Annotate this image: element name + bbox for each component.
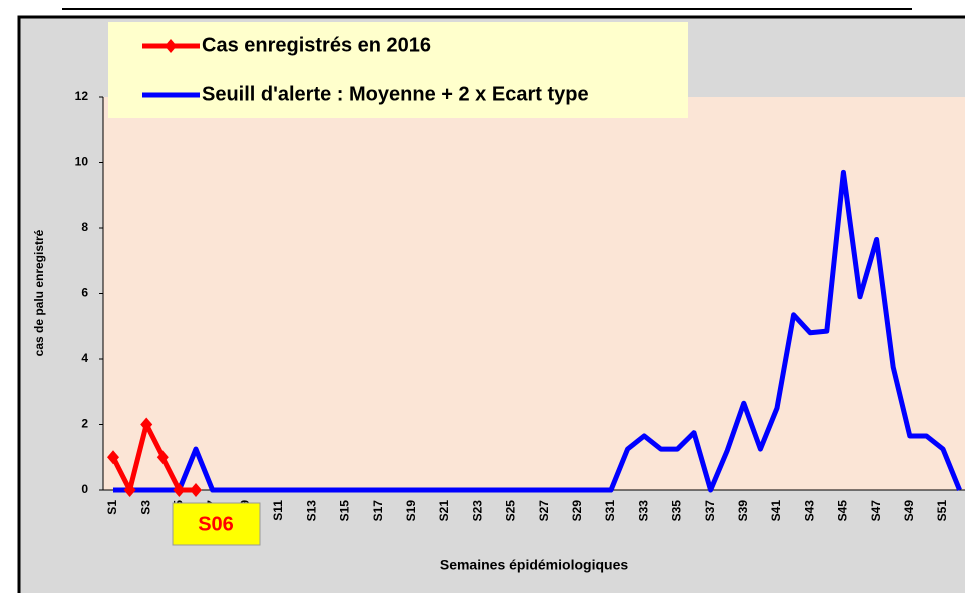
x-tick-label: S3: [138, 500, 152, 515]
x-tick-label: S31: [603, 500, 617, 522]
plot-area: [103, 97, 965, 490]
x-tick-label: S35: [670, 500, 684, 522]
x-tick-label: S51: [935, 500, 949, 522]
x-tick-label: S43: [802, 500, 816, 522]
legend-marker: [165, 39, 177, 53]
x-tick-label: S27: [537, 500, 551, 522]
marker: [107, 450, 119, 465]
marker: [156, 450, 169, 465]
x-tick-label: S25: [504, 500, 518, 522]
marker: [140, 417, 153, 432]
x-tick-label: S47: [869, 500, 883, 522]
legend-label: Seuill d'alerte : Moyenne + 2 x Ecart ty…: [202, 83, 589, 105]
x-tick-label: S19: [404, 500, 418, 522]
y-tick-label: 0: [81, 482, 88, 496]
x-tick-label: S37: [703, 500, 717, 522]
series-line: [113, 169, 962, 493]
annotation: S06: [198, 513, 234, 535]
y-tick-label: 4: [81, 351, 88, 365]
x-tick-label: S49: [902, 500, 916, 522]
x-tick-label: S39: [736, 500, 750, 522]
x-tick-label: S21: [437, 500, 451, 522]
x-tick-label: S13: [304, 500, 318, 522]
x-tick-label: S23: [470, 500, 484, 522]
legend-box: [108, 22, 688, 118]
legend-label: Cas enregistrés en 2016: [202, 34, 431, 56]
x-axis-title: Semaines épidémiologiques: [440, 557, 628, 573]
x-tick-label: S15: [338, 500, 352, 522]
y-tick-label: 2: [81, 417, 88, 431]
y-tick-label: 8: [81, 220, 88, 234]
x-tick-label: S41: [769, 500, 783, 522]
x-tick-label: S45: [836, 500, 850, 522]
x-tick-label: S1: [105, 500, 119, 515]
x-tick-label: S17: [371, 500, 385, 522]
x-tick-label: S11: [271, 500, 285, 521]
y-axis-title: cas de palu enregistré: [32, 229, 46, 356]
annotation-box: [172, 502, 261, 546]
y-tick-label: 6: [81, 286, 88, 300]
x-tick-label: S29: [570, 500, 584, 522]
marker: [190, 483, 202, 497]
y-tick-label: 10: [75, 155, 89, 169]
marker: [123, 483, 136, 497]
y-tick-label: 12: [75, 89, 89, 103]
x-tick-label: S33: [636, 500, 650, 522]
marker: [173, 483, 186, 497]
